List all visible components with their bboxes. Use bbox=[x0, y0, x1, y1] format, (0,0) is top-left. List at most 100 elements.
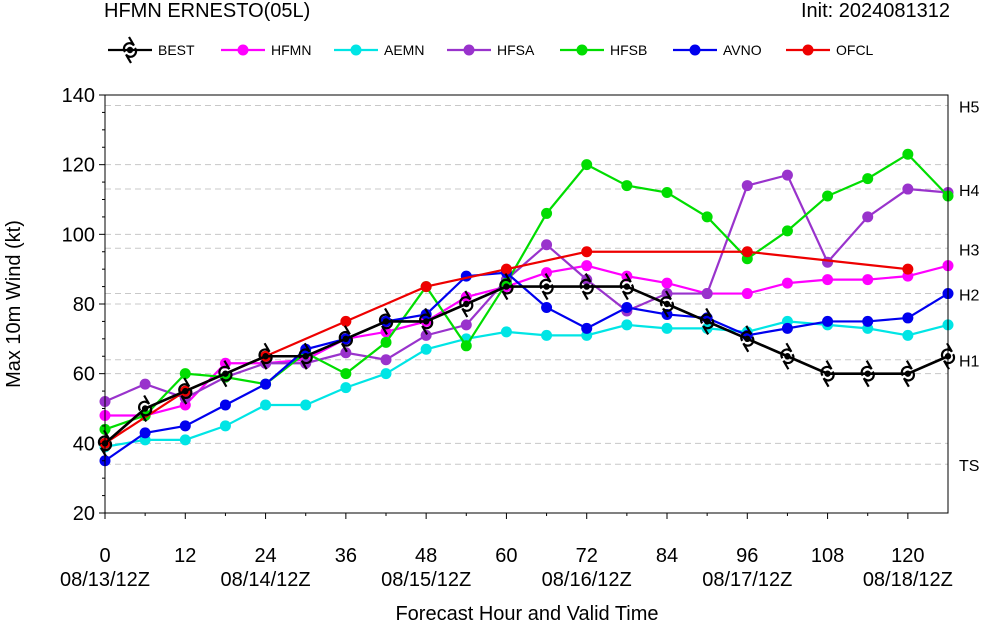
series-point-hfsb bbox=[701, 211, 713, 223]
series-point-hfsa bbox=[822, 256, 834, 268]
series-line-avno bbox=[104, 271, 949, 462]
grid-lines bbox=[105, 104, 948, 465]
series-point-hfsb bbox=[460, 340, 472, 352]
series-point-aemn bbox=[340, 382, 352, 394]
series-point-ofcl bbox=[340, 315, 352, 327]
legend-marker-avno bbox=[689, 44, 701, 56]
series-point-best bbox=[740, 325, 755, 353]
hurricane-core bbox=[904, 370, 912, 377]
hurricane-core bbox=[422, 318, 430, 325]
hurricane-core bbox=[543, 283, 550, 290]
series-point-best bbox=[459, 290, 474, 318]
series-point-hfmn bbox=[541, 267, 553, 279]
hurricane-stroke bbox=[539, 273, 554, 301]
series-point-aemn bbox=[661, 322, 673, 334]
series-point-hfmn bbox=[741, 288, 753, 300]
series-point-hfsa bbox=[902, 183, 914, 195]
hurricane-stroke bbox=[659, 290, 675, 318]
x-tick-label: 120 bbox=[891, 545, 924, 567]
hurricane-stroke bbox=[940, 342, 956, 370]
series-point-avno bbox=[902, 312, 914, 324]
series-point-hfmn bbox=[781, 277, 793, 289]
series-point-avno bbox=[822, 315, 834, 327]
hurricane-core bbox=[784, 353, 791, 360]
series-point-hfsb bbox=[581, 159, 593, 171]
axes: TS H1 H2 H3 H4 H5 20 40 60 80 100 120 140 0 12 24 36 48 60… bbox=[60, 85, 980, 591]
hurricane-core bbox=[262, 353, 269, 360]
series-point-ofcl bbox=[500, 263, 512, 275]
legend-item-aemn: AEMN bbox=[334, 42, 424, 58]
category-label: H3 bbox=[959, 242, 980, 259]
series-point-hfsa bbox=[741, 180, 753, 192]
series-point-avno bbox=[781, 322, 793, 334]
series-point-best bbox=[900, 360, 915, 388]
series-point-aemn bbox=[260, 399, 272, 411]
y-tick-label: 40 bbox=[73, 433, 95, 455]
y-tick-label: 20 bbox=[73, 503, 95, 525]
series-point-best bbox=[659, 290, 675, 318]
legend-marker-hfsb bbox=[576, 44, 588, 56]
series-point-hfsb bbox=[340, 368, 352, 380]
series-point-best bbox=[378, 307, 394, 335]
hurricane-stroke bbox=[740, 325, 755, 353]
series-point-best bbox=[338, 325, 353, 353]
x-axis-label: Forecast Hour and Valid Time bbox=[395, 603, 658, 624]
hurricane-core bbox=[703, 318, 711, 325]
category-label: H4 bbox=[959, 183, 980, 200]
hurricane-core bbox=[141, 405, 149, 412]
series-point-hfsa bbox=[420, 329, 432, 341]
series-point-hfsa bbox=[460, 319, 472, 331]
hurricane-stroke bbox=[122, 36, 138, 64]
series-point-avno bbox=[219, 399, 231, 411]
series-point-hfsb bbox=[380, 336, 392, 348]
hurricane-stroke bbox=[619, 273, 634, 301]
legend: BEST HFMN AEMN HFSA HFSB AVNO OFCL bbox=[108, 36, 874, 64]
series-point-hfsa bbox=[781, 169, 793, 181]
hurricane-stroke bbox=[138, 394, 153, 423]
x-date-label: 08/17/12Z bbox=[702, 569, 792, 591]
legend-label-ofcl: OFCL bbox=[836, 42, 874, 58]
series-point-avno bbox=[862, 315, 874, 327]
legend-label-aemn: AEMN bbox=[384, 42, 424, 58]
series-layer bbox=[97, 148, 956, 467]
chart-title: HFMN ERNESTO(05L) bbox=[104, 0, 311, 22]
hurricane-stroke bbox=[218, 360, 233, 388]
hurricane-stroke bbox=[700, 307, 715, 335]
series-point-aemn bbox=[541, 329, 553, 341]
hurricane-core bbox=[342, 335, 350, 343]
x-tick-label: 60 bbox=[495, 545, 517, 567]
category-label: TS bbox=[959, 458, 979, 475]
series-line-aemn bbox=[104, 320, 949, 448]
legend-label-hfmn: HFMN bbox=[271, 42, 311, 58]
series-point-aemn bbox=[380, 368, 392, 380]
legend-item-best: BEST bbox=[108, 36, 195, 64]
x-tick-label: 36 bbox=[335, 545, 357, 567]
hurricane-core bbox=[126, 46, 134, 54]
x-tick-label: 24 bbox=[254, 545, 276, 567]
x-tick-label: 84 bbox=[656, 545, 678, 567]
series-point-best bbox=[298, 342, 313, 370]
y-tick-label: 60 bbox=[73, 364, 95, 386]
series-point-avno bbox=[139, 427, 151, 439]
series-point-avno bbox=[179, 420, 191, 432]
x-date-label: 08/18/12Z bbox=[863, 569, 953, 591]
legend-marker-ofcl bbox=[802, 44, 814, 56]
hurricane-core bbox=[744, 335, 751, 343]
x-tick-label: 48 bbox=[415, 545, 437, 567]
series-point-best bbox=[780, 342, 795, 370]
series-point-hfsb bbox=[621, 180, 633, 192]
hurricane-stroke bbox=[378, 307, 394, 335]
series-line-hfmn bbox=[105, 264, 949, 417]
hurricane-stroke bbox=[499, 273, 514, 301]
legend-label-avno: AVNO bbox=[723, 42, 762, 58]
series-point-hfsb bbox=[902, 148, 914, 160]
series-point-hfsb bbox=[822, 190, 834, 202]
series-point-avno bbox=[260, 378, 272, 390]
legend-label-hfsb: HFSB bbox=[610, 42, 647, 58]
legend-label-best: BEST bbox=[158, 42, 195, 58]
series-point-best bbox=[419, 307, 434, 335]
series-point-aemn bbox=[300, 399, 312, 411]
x-tick-label: 12 bbox=[174, 545, 196, 567]
hurricane-stroke bbox=[820, 360, 835, 388]
legend-item-ofcl: OFCL bbox=[786, 42, 874, 58]
